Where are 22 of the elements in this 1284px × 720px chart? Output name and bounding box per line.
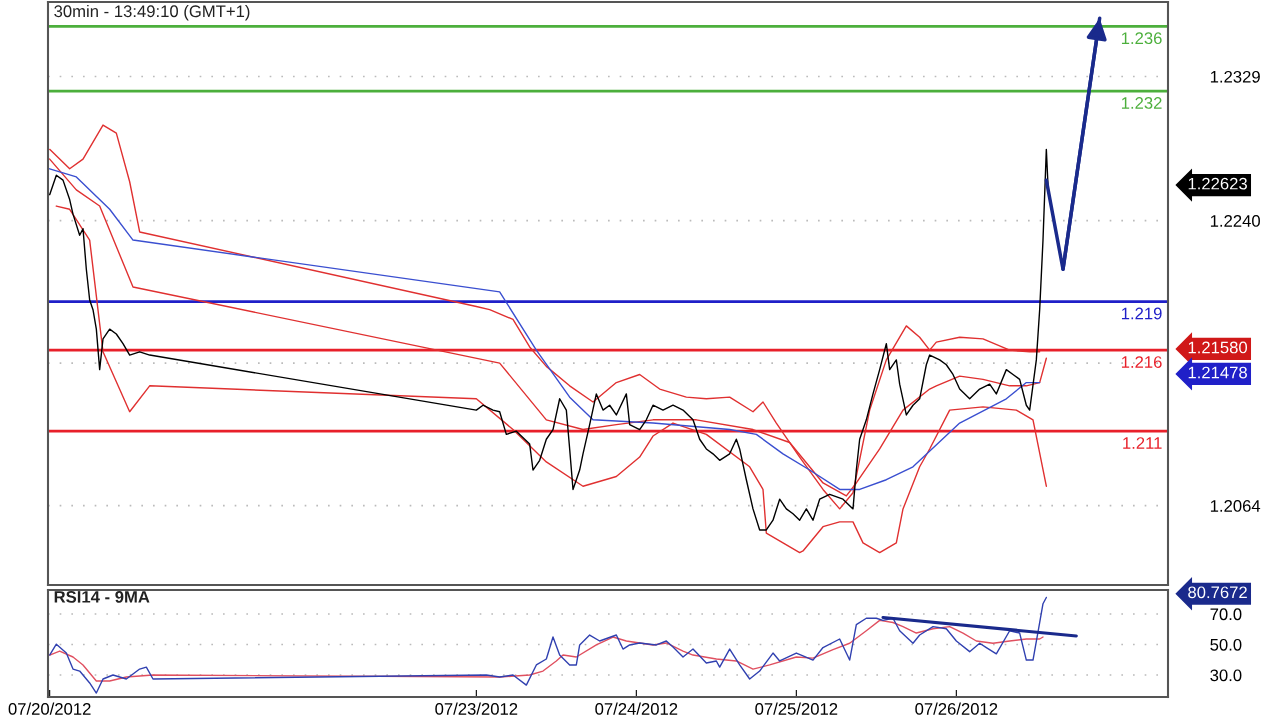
ref-line-label: 1.216 (1121, 356, 1162, 368)
y-tick-label: 50.0 (1210, 638, 1242, 651)
x-tick-label: 07/25/2012 (755, 702, 838, 715)
y-tick-label: 70.0 (1210, 608, 1242, 621)
y-tick-label: 1.2240 (1210, 215, 1260, 227)
chart-title: 30min - 13:49:10 (GMT+1) (54, 4, 250, 21)
ref-line-label: 1.211 (1123, 437, 1162, 449)
x-tick-label: 07/26/2012 (915, 702, 998, 715)
y-tick-label: 1.2329 (1210, 70, 1260, 83)
ref-line-label: 1.232 (1121, 97, 1162, 109)
y-tick-label: 30.0 (1210, 669, 1242, 682)
text: 1.22623 (1188, 177, 1247, 190)
text: 1.21478 (1188, 366, 1247, 379)
x-tick-label: 07/24/2012 (595, 702, 678, 715)
ref-line-label: 1.219 (1121, 307, 1162, 320)
chart-title: RSI14 - 9MA (54, 590, 150, 603)
x-tick-label: 07/20/2012 (8, 702, 91, 715)
ref-line-label: 1.236 (1121, 32, 1162, 45)
text: 80.7672 (1188, 586, 1247, 599)
y-tick-label: 1.2064 (1210, 500, 1261, 512)
text: 1.21580 (1188, 341, 1248, 354)
x-tick-label: 07/23/2012 (435, 702, 518, 715)
